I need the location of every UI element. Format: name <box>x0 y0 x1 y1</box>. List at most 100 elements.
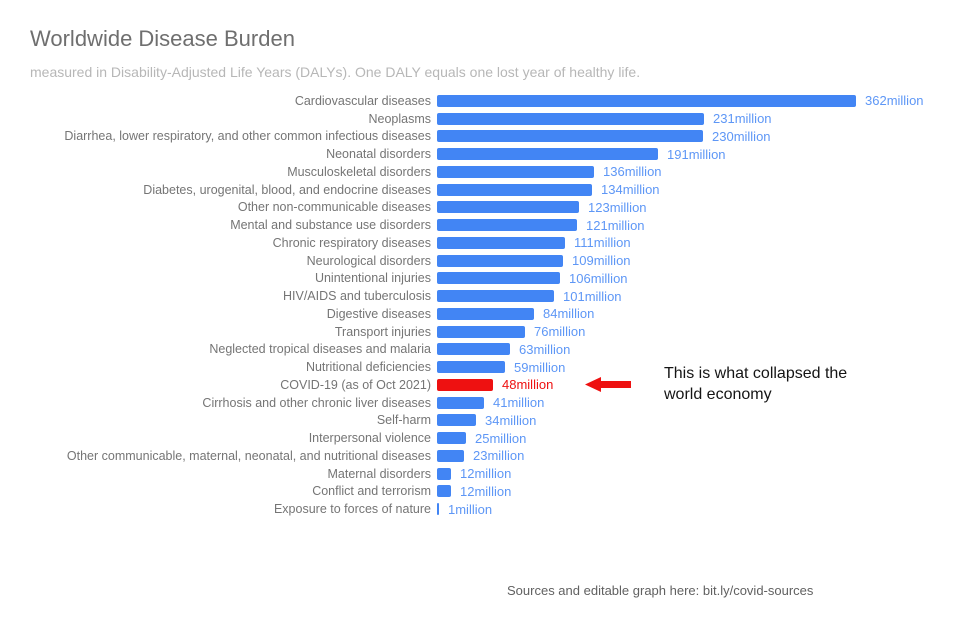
chart-row: Other non-communicable diseases 123milli… <box>30 199 940 217</box>
bar-area: 106million <box>437 271 940 286</box>
bar-area: 23million <box>437 448 940 463</box>
chart-row: Other communicable, maternal, neonatal, … <box>30 447 940 465</box>
chart-row: Transport injuries 76million <box>30 323 940 341</box>
value-label: 109million <box>572 253 631 269</box>
category-label: Neoplasms <box>368 111 431 126</box>
category-label: Mental and substance use disorders <box>230 218 431 233</box>
category-label: Neurological disorders <box>306 253 431 268</box>
value-label: 101million <box>563 288 622 304</box>
chart-row: Neglected tropical diseases and malaria … <box>30 341 940 359</box>
value-bar <box>437 414 476 427</box>
value-label: 76million <box>534 324 586 340</box>
category-label: Maternal disorders <box>327 466 431 481</box>
chart-row: Neoplasms 231million <box>30 110 940 128</box>
value-bar <box>437 361 505 374</box>
category-label: Chronic respiratory diseases <box>272 235 431 250</box>
page-title: Worldwide Disease Burden <box>30 26 295 51</box>
category-label: Cardiovascular diseases <box>294 93 431 108</box>
bar-area: 41million <box>437 395 940 410</box>
value-bar <box>437 432 466 445</box>
bar-area: 362million <box>437 93 940 108</box>
bar-area: 84million <box>437 306 940 321</box>
value-label: 123million <box>588 199 647 215</box>
bar-area: 12million <box>437 466 940 481</box>
value-bar <box>437 254 563 267</box>
chart-row: Chronic respiratory diseases 111million <box>30 234 940 252</box>
value-label: 231million <box>713 111 772 127</box>
category-label: Diarrhea, lower respiratory, and other c… <box>64 129 431 144</box>
value-bar <box>437 272 560 285</box>
value-bar <box>437 148 658 161</box>
chart-row: Maternal disorders 12million <box>30 465 940 483</box>
bar-area: 59million <box>437 360 940 375</box>
bar-area: 109million <box>437 253 940 268</box>
bar-area: 123million <box>437 200 940 215</box>
value-bar <box>437 307 534 320</box>
category-label: Exposure to forces of nature <box>273 502 431 517</box>
value-bar <box>437 449 464 462</box>
value-label: 362million <box>865 93 924 109</box>
value-bar <box>437 467 451 480</box>
value-bar <box>437 94 856 107</box>
value-label: 48million <box>502 377 554 393</box>
bar-area: 111million <box>437 235 940 250</box>
category-label: Neglected tropical diseases and malaria <box>209 342 431 357</box>
category-label: Nutritional deficiencies <box>305 360 431 375</box>
value-bar <box>437 396 484 409</box>
value-label: 84million <box>543 306 595 322</box>
value-bar <box>437 325 525 338</box>
category-label: COVID-19 (as of Oct 2021) <box>280 377 431 392</box>
bar-area: 230million <box>437 129 940 144</box>
value-label: 136million <box>603 164 662 180</box>
chart-row: COVID-19 (as of Oct 2021) 48million <box>30 376 940 394</box>
bar-area: 134million <box>437 182 940 197</box>
chart-row: Musculoskeletal disorders 136million <box>30 163 940 181</box>
value-label: 1million <box>448 501 493 517</box>
chart-row: Neurological disorders 109million <box>30 252 940 270</box>
chart-row: Unintentional injuries 106million <box>30 270 940 288</box>
value-label: 59million <box>514 359 566 375</box>
category-label: Transport injuries <box>334 324 431 339</box>
chart-row: Diabetes, urogenital, blood, and endocri… <box>30 181 940 199</box>
annotation-line-1: This is what collapsed the <box>664 365 848 382</box>
category-label: Unintentional injuries <box>314 271 431 286</box>
chart-row: Mental and substance use disorders 121mi… <box>30 216 940 234</box>
value-bar <box>437 503 439 516</box>
bar-area: 121million <box>437 218 940 233</box>
value-bar <box>437 219 577 232</box>
value-label: 106million <box>569 270 628 286</box>
bar-area: 1million <box>437 502 940 517</box>
value-label: 12million <box>460 466 512 482</box>
bar-area: 136million <box>437 164 940 179</box>
bar-area: 48million <box>437 377 940 392</box>
chart-row: Nutritional deficiencies 59million <box>30 358 940 376</box>
bar-area: 231million <box>437 111 940 126</box>
category-label: Self-harm <box>376 413 431 428</box>
bar-area: 25million <box>437 431 940 446</box>
chart-row: Exposure to forces of nature 1million <box>30 500 940 518</box>
value-bar <box>437 112 704 125</box>
chart-row: Interpersonal violence 25million <box>30 429 940 447</box>
value-label: 121million <box>586 217 645 233</box>
category-label: Diabetes, urogenital, blood, and endocri… <box>143 182 431 197</box>
red-arrow-icon <box>585 377 631 392</box>
value-label: 134million <box>601 182 660 198</box>
chart-row: Digestive diseases 84million <box>30 305 940 323</box>
chart-row: Neonatal disorders 191million <box>30 145 940 163</box>
bar-area: 12million <box>437 484 940 499</box>
chart-row: Cirrhosis and other chronic liver diseas… <box>30 394 940 412</box>
value-label: 111million <box>574 235 631 251</box>
value-bar <box>437 485 451 498</box>
value-label: 41million <box>493 395 545 411</box>
value-bar <box>437 236 565 249</box>
category-label: Neonatal disorders <box>326 147 431 162</box>
bar-area: 34million <box>437 413 940 428</box>
chart-row: Conflict and terrorism 12million <box>30 483 940 501</box>
annotation-text: This is what collapsed the world economy <box>664 363 904 405</box>
value-label: 12million <box>460 483 512 499</box>
value-bar <box>437 343 510 356</box>
annotation-line-2: world economy <box>664 386 772 403</box>
value-label: 23million <box>473 448 525 464</box>
bar-area: 101million <box>437 289 940 304</box>
value-bar <box>437 378 493 391</box>
